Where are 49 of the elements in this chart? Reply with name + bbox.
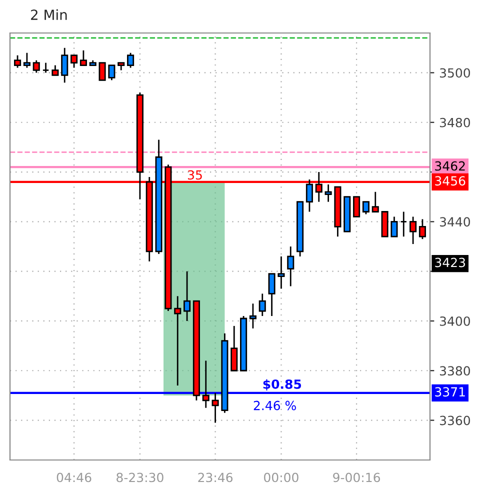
candlestick (98, 62, 106, 81)
candlestick (184, 270, 191, 322)
candlestick (212, 392, 219, 424)
x-tick-label: 8-23:30 (116, 472, 164, 482)
y-tick-label: 3380 (440, 366, 470, 376)
candlestick (278, 256, 285, 290)
candlestick (362, 201, 370, 215)
candlestick (306, 178, 313, 212)
y-tick-label: 3360 (440, 416, 470, 426)
y-tick-label: 3440 (440, 217, 470, 227)
y-tick-label: 3480 (440, 118, 470, 128)
chart-title: 2 Min (31, 9, 67, 20)
x-tick-label: 23:46 (198, 472, 233, 482)
annotation: 35 (188, 170, 202, 180)
candlestick (372, 191, 379, 212)
y-tick-label: 3400 (440, 316, 470, 326)
candlestick (42, 62, 50, 74)
candlestick (70, 54, 78, 68)
annotation: 2.46 % (254, 400, 296, 410)
candlestick (287, 246, 294, 287)
candlestick (258, 292, 266, 317)
x-tick-label: 9-00:16 (333, 472, 380, 482)
candlestick (127, 52, 134, 68)
ref-line-label: 3371 (435, 387, 465, 397)
candlestick (400, 211, 408, 238)
candlestick (268, 273, 276, 317)
candlestick (52, 64, 59, 76)
candlestick (249, 302, 256, 330)
candlestick (23, 52, 30, 68)
text: 3423 (435, 258, 466, 268)
ref-line-label: 3456 (435, 176, 466, 186)
candlestick (32, 60, 40, 74)
ref-line-label: 3462 (435, 161, 465, 171)
x-tick-label: 04:46 (56, 472, 92, 482)
candlestick (80, 50, 87, 66)
candlestick (410, 216, 417, 245)
candlestick (324, 184, 332, 203)
candlestick (353, 196, 360, 218)
candlestick (390, 216, 398, 238)
candlestick (230, 325, 238, 372)
annotation: $0.85 (263, 379, 302, 391)
candlestick (108, 64, 116, 81)
candlestick (202, 360, 210, 409)
y-tick-label: 3500 (440, 68, 470, 78)
candlestick (174, 295, 182, 386)
x-tick-label: 00:00 (264, 472, 298, 482)
candlestick (14, 54, 22, 68)
candlestick (61, 47, 68, 84)
candlestick (418, 218, 426, 240)
